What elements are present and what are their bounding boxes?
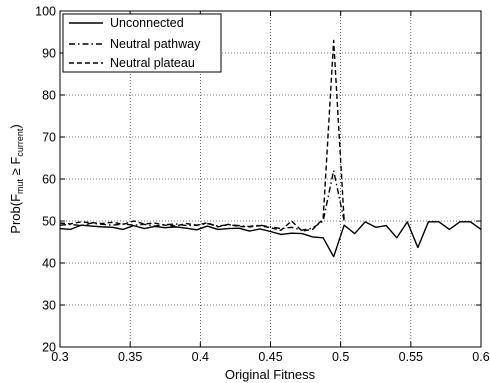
y-tick-label: 70 [42, 131, 56, 145]
grid [60, 11, 481, 347]
series-line-neutral-pathway [59, 169, 345, 231]
y-axis-label-suffix: ) [8, 124, 23, 128]
ticks: 0.3 0.35 0.4 0.45 0.5 0.55 0.6 20 30 40 50 60 70 80 90… [35, 5, 490, 365]
legend-label-neutral-plateau: Neutral plateau [110, 56, 195, 70]
y-axis-label-relation: ≥ F [8, 157, 23, 179]
x-tick-label: 0.6 [472, 350, 489, 364]
series-layer [59, 39, 482, 258]
y-axis-label-prefix: Prob(F [8, 194, 23, 234]
y-tick-label: 80 [42, 89, 56, 103]
x-tick-label: 0.35 [118, 350, 142, 364]
series-line-neutral-plateau [59, 39, 345, 232]
series-line-unconnected [59, 221, 482, 258]
x-tick-label: 0.4 [192, 350, 209, 364]
y-tick-label: 30 [42, 299, 56, 313]
y-axis-label-sub1: mut [15, 178, 25, 194]
y-axis-label-sub2: current [15, 128, 25, 157]
x-axis-label: Original Fitness [225, 367, 316, 382]
y-axis-label: Prob(Fmut ≥ Fcurrent) [8, 124, 25, 233]
y-tick-label: 100 [35, 5, 56, 19]
y-tick-label: 50 [42, 215, 56, 229]
x-tick-label: 0.55 [399, 350, 423, 364]
legend-label-neutral-pathway: Neutral pathway [110, 37, 201, 51]
x-tick-label: 0.5 [332, 350, 349, 364]
y-tick-label: 90 [42, 47, 56, 61]
x-tick-label: 0.45 [258, 350, 282, 364]
x-tick-label: 0.3 [51, 350, 68, 364]
y-tick-label: 40 [42, 257, 56, 271]
legend: Unconnected Neutral pathway Neutral plat… [62, 13, 222, 73]
y-tick-label: 60 [42, 173, 56, 187]
legend-label-unconnected: Unconnected [110, 16, 184, 30]
y-tick-label: 20 [42, 341, 56, 355]
